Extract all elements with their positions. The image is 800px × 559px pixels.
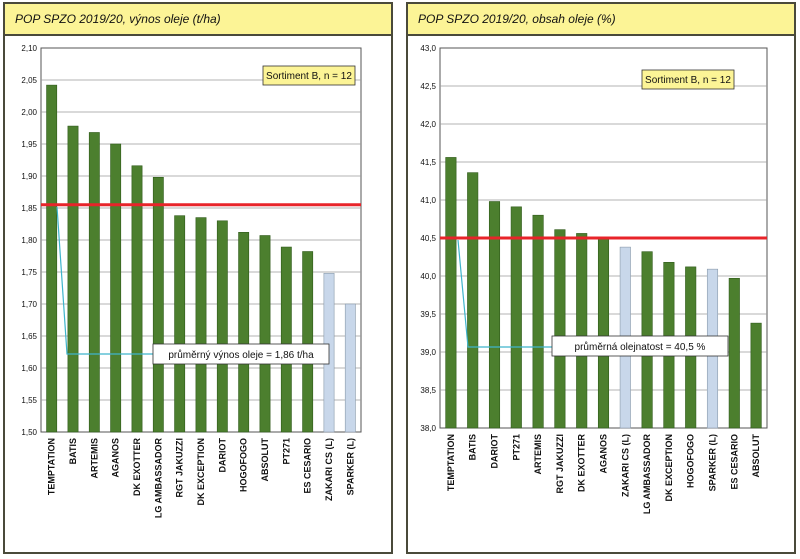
mean-label-box	[551, 335, 729, 357]
bar	[576, 233, 588, 429]
category-label: ABSOLUT	[260, 438, 270, 482]
category-label: ES CESARIO	[303, 438, 313, 494]
category-label: AGANOS	[599, 434, 609, 474]
bar	[238, 232, 250, 433]
sortiment-box	[262, 65, 356, 86]
bar	[728, 277, 740, 429]
bar	[488, 201, 501, 429]
category-label: ES CESARIO	[729, 434, 739, 490]
y-tick-label: 38,5	[420, 386, 436, 395]
category-label: LG AMBASSADOR	[153, 438, 163, 519]
sortiment-label: Sortiment B, n = 12	[266, 71, 352, 82]
category-label: TEMPTATION	[47, 438, 57, 495]
y-tick-label: 1,50	[21, 428, 37, 437]
y-tick-label: 42,5	[420, 82, 436, 91]
bar	[131, 165, 143, 433]
chart-panel-oil-yield: POP SPZO 2019/20, výnos oleje (t/ha) 1,5…	[3, 2, 393, 554]
chart-panel-oil-content: POP SPZO 2019/20, obsah oleje (%) 38,0 38…	[406, 2, 796, 554]
mean-label: průměrná olejnatost = 40,5 %	[575, 341, 706, 353]
category-label: HOGOFOGO	[239, 438, 249, 492]
y-tick-label: 1,65	[21, 332, 37, 341]
y-tick-label: 1,70	[21, 300, 37, 309]
bar	[88, 132, 100, 433]
bar	[195, 217, 207, 433]
chart-title: POP SPZO 2019/20, obsah oleje (%)	[408, 4, 794, 36]
bar	[110, 143, 122, 433]
bar	[467, 172, 479, 429]
category-label: HOGOFOGO	[686, 434, 696, 488]
category-label: RGT JAKUZZI	[175, 438, 185, 498]
category-label: ABSOLUT	[751, 434, 761, 478]
category-label: DK EXOTTER	[577, 434, 587, 493]
oil-yield-bar-chart: 1,50 1,55 1,60 1,65 1,70 1,75 1,80 1,85 1,90 1,95…	[21, 44, 362, 519]
bar	[750, 322, 762, 429]
bar	[597, 238, 610, 429]
y-tick-label: 2,00	[21, 108, 37, 117]
y-tick-label: 1,95	[21, 140, 37, 149]
category-label: ARTEMIS	[533, 434, 543, 475]
y-tick-label: 40,0	[420, 272, 436, 281]
category-label: DK EXCEPTION	[664, 434, 674, 502]
mean-label-box	[152, 343, 330, 365]
mean-leader-line	[457, 239, 552, 348]
y-tick-label: 2,10	[21, 44, 37, 53]
category-label: BATIS	[468, 434, 478, 460]
bar	[280, 246, 292, 433]
category-label: ZAKARI CS (L)	[324, 438, 334, 501]
category-label: DK EXOTTER	[132, 438, 142, 497]
category-label: PT271	[511, 434, 521, 461]
bar	[259, 235, 271, 433]
y-tick-label: 1,60	[21, 364, 37, 373]
category-label: LG AMBASSADOR	[642, 434, 652, 515]
y-tick-label: 38,0	[420, 424, 436, 433]
y-tick-label: 1,80	[21, 236, 37, 245]
category-label: SPARKER (L)	[345, 438, 355, 495]
bar	[344, 303, 356, 433]
category-label: DARIOT	[217, 438, 227, 473]
category-label: DK EXCEPTION	[196, 438, 206, 506]
y-tick-label: 1,90	[21, 172, 37, 181]
sortiment-box	[641, 69, 735, 90]
y-tick-label: 41,0	[420, 196, 436, 205]
bar	[216, 220, 228, 433]
bar	[302, 251, 314, 433]
bar	[445, 157, 457, 429]
bar	[152, 176, 164, 433]
y-tick-label: 41,5	[420, 158, 436, 167]
y-tick-label: 1,75	[21, 268, 37, 277]
category-label: BATIS	[68, 438, 78, 464]
category-label: ZAKARI CS (L)	[620, 434, 630, 497]
sortiment-label: Sortiment B, n = 12	[645, 75, 731, 86]
bar	[554, 229, 566, 429]
category-label: PT271	[281, 438, 291, 465]
category-label: DARIOT	[490, 434, 500, 469]
category-label: TEMPTATION	[446, 434, 456, 491]
bar	[46, 84, 58, 433]
y-tick-label: 43,0	[420, 44, 436, 53]
y-tick-label: 42,0	[420, 120, 436, 129]
mean-label: průměrný výnos oleje = 1,86 t/ha	[168, 349, 314, 361]
y-tick-label: 40,5	[420, 234, 436, 243]
category-label: RGT JAKUZZI	[555, 434, 565, 494]
mean-leader-line	[56, 206, 153, 355]
category-label: ARTEMIS	[89, 438, 99, 479]
y-tick-label: 39,0	[420, 348, 436, 357]
bar	[510, 206, 522, 429]
bar	[532, 214, 544, 429]
y-tick-label: 1,55	[21, 396, 37, 405]
bar	[67, 125, 79, 433]
chart-title: POP SPZO 2019/20, výnos oleje (t/ha)	[5, 4, 391, 36]
y-tick-label: 2,05	[21, 76, 37, 85]
category-label: SPARKER (L)	[708, 434, 718, 491]
oil-content-bar-chart: 38,0 38,5 39,0 39,5 40,0 40,5 41,0 41,5 42,0 42,5…	[420, 44, 768, 515]
y-tick-label: 39,5	[420, 310, 436, 319]
bar	[174, 215, 186, 433]
y-tick-label: 1,85	[21, 204, 37, 213]
category-label: AGANOS	[111, 438, 121, 478]
